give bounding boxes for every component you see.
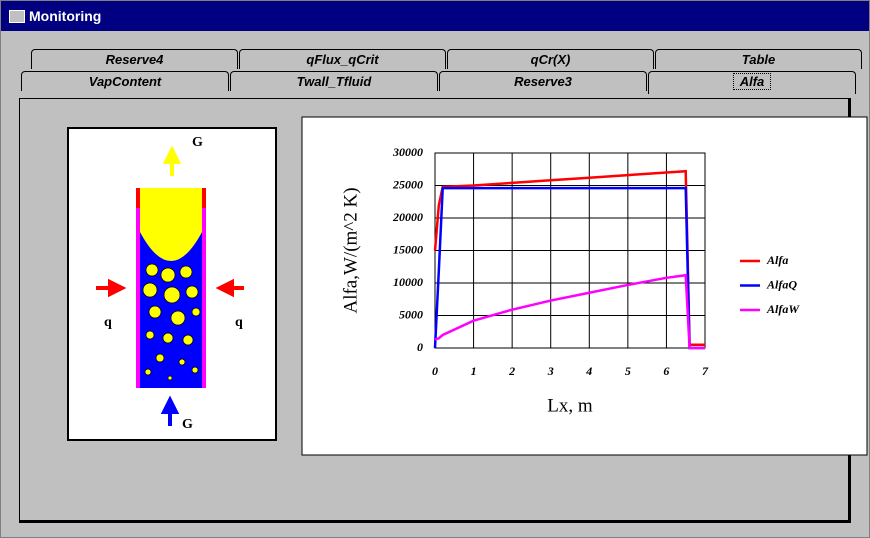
tab-label[interactable]: Reserve4: [106, 52, 164, 67]
tab-label[interactable]: Alfa: [733, 73, 772, 90]
window-title: Monitoring: [29, 8, 101, 24]
tab[interactable]: Reserve3: [439, 71, 647, 91]
tab[interactable]: qCr(X): [447, 49, 654, 69]
tab-label[interactable]: Reserve3: [514, 74, 572, 89]
tab[interactable]: Alfa: [648, 71, 856, 94]
tab[interactable]: Reserve4: [31, 49, 238, 69]
tab-label[interactable]: qFlux_qCrit: [306, 52, 378, 67]
app-icon: [9, 10, 25, 23]
tab-label[interactable]: VapContent: [89, 74, 161, 89]
tab[interactable]: Table: [655, 49, 862, 69]
window: Monitoring Reserve4 qFlux_qCrit qCr(X) Tabl…: [0, 0, 870, 538]
tab-label[interactable]: Twall_Tfluid: [297, 74, 372, 89]
tab[interactable]: VapContent: [21, 71, 229, 91]
tab-label[interactable]: qCr(X): [531, 52, 571, 67]
tab-label[interactable]: Table: [742, 52, 775, 67]
tab[interactable]: qFlux_qCrit: [239, 49, 446, 69]
tab-panel: [19, 98, 851, 523]
title-bar: Monitoring: [1, 1, 869, 31]
tab[interactable]: Twall_Tfluid: [230, 71, 438, 91]
